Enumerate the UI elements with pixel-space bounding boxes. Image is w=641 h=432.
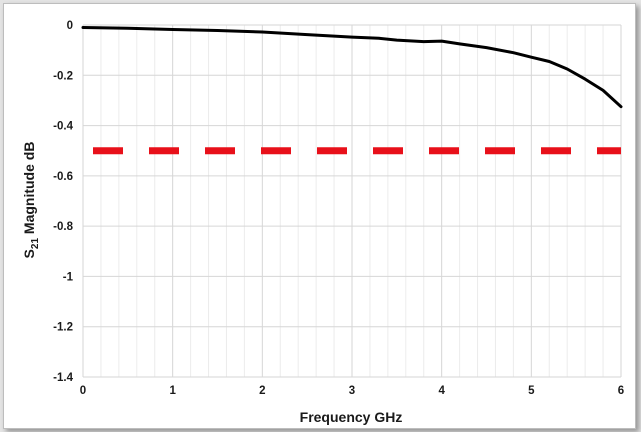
x-axis-title: Frequency GHz: [300, 409, 403, 425]
x-tick-label: 2: [259, 385, 265, 397]
x-tick-label: 1: [169, 385, 176, 397]
s21-series-line: [81, 26, 623, 109]
y-tick-labels: 0 -0.2 -0.4 -0.6 -0.8 -1 -1.2 -1.4: [53, 20, 73, 384]
y-tick-label: -0.2: [53, 70, 73, 82]
series-layer: [81, 26, 623, 109]
y-tick-label: -0.4: [53, 121, 73, 133]
y-tick-label: 0: [67, 20, 73, 32]
y-tick-label: -1.4: [53, 372, 73, 384]
y-axis-title-subscript: 21: [30, 238, 41, 250]
y-axis-title-rest: Magnitude dB: [21, 142, 37, 238]
x-tick-label: 5: [528, 385, 535, 397]
x-tick-labels: 0 1 2 3 4 5 6: [80, 385, 624, 397]
y-axis-title-main: S: [21, 249, 37, 258]
s21-magnitude-chart: 0 1 2 3 4 5 6 0 -0.2 -0.4 -0.6 -0.8 -1 -1.2 -1.4 Freq…: [21, 20, 624, 425]
y-axis-title: S21 Magnitude dB: [21, 142, 41, 259]
minor-gridlines: [100, 25, 604, 377]
y-tick-label: -0.8: [53, 221, 73, 233]
x-tick-label: 3: [349, 385, 355, 397]
y-tick-label: -1: [63, 271, 74, 283]
x-tick-label: 4: [438, 385, 445, 397]
y-tick-label: -0.6: [53, 171, 73, 183]
x-tick-label: 0: [80, 385, 86, 397]
y-tick-label: -1.2: [53, 322, 73, 334]
major-gridlines: [82, 24, 622, 378]
chart-frame: 0 1 2 3 4 5 6 0 -0.2 -0.4 -0.6 -0.8 -1 -1.2 -1.4 Freq…: [3, 3, 636, 429]
x-tick-label: 6: [618, 385, 624, 397]
